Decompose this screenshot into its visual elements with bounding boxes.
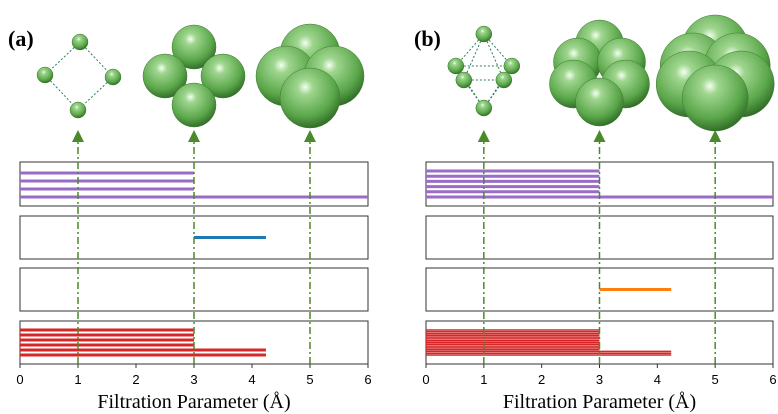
x-tick-label: 4 — [654, 372, 661, 387]
bond — [483, 33, 513, 67]
sphere — [171, 24, 217, 70]
x-tick-label: 3 — [190, 372, 197, 387]
x-tick-label: 2 — [132, 372, 139, 387]
panel-label: (b) — [414, 26, 441, 51]
x-tick-label: 6 — [769, 372, 776, 387]
x-tick-label: 0 — [16, 372, 23, 387]
sphere — [503, 57, 521, 75]
sphere — [69, 101, 87, 119]
x-tick-label: 6 — [364, 372, 371, 387]
sphere — [279, 67, 341, 129]
x-tick-label: 1 — [480, 372, 487, 387]
bond — [463, 33, 485, 81]
sphere — [575, 77, 624, 127]
sphere — [455, 71, 473, 89]
x-axis-label: Filtration Parameter (Å) — [97, 391, 290, 413]
sphere — [447, 57, 465, 75]
sphere — [36, 66, 54, 84]
barcode-box — [19, 267, 369, 312]
sphere — [495, 71, 513, 89]
x-tick-label: 5 — [712, 372, 719, 387]
x-tick-label: 5 — [306, 372, 313, 387]
x-tick-label: 3 — [596, 372, 603, 387]
x-tick-label: 0 — [422, 372, 429, 387]
sphere — [104, 68, 122, 86]
x-axis-label: Filtration Parameter (Å) — [503, 391, 696, 413]
sphere — [142, 53, 188, 99]
sphere — [171, 82, 217, 128]
sphere — [475, 25, 493, 43]
sphere — [200, 53, 246, 99]
sphere — [681, 64, 749, 132]
panel-label: (a) — [8, 26, 34, 51]
x-tick-label: 1 — [74, 372, 81, 387]
bond — [455, 33, 485, 67]
x-tick-label: 2 — [538, 372, 545, 387]
bond — [483, 33, 505, 81]
x-tick-label: 4 — [248, 372, 255, 387]
sphere — [71, 33, 89, 51]
sphere — [475, 99, 493, 117]
